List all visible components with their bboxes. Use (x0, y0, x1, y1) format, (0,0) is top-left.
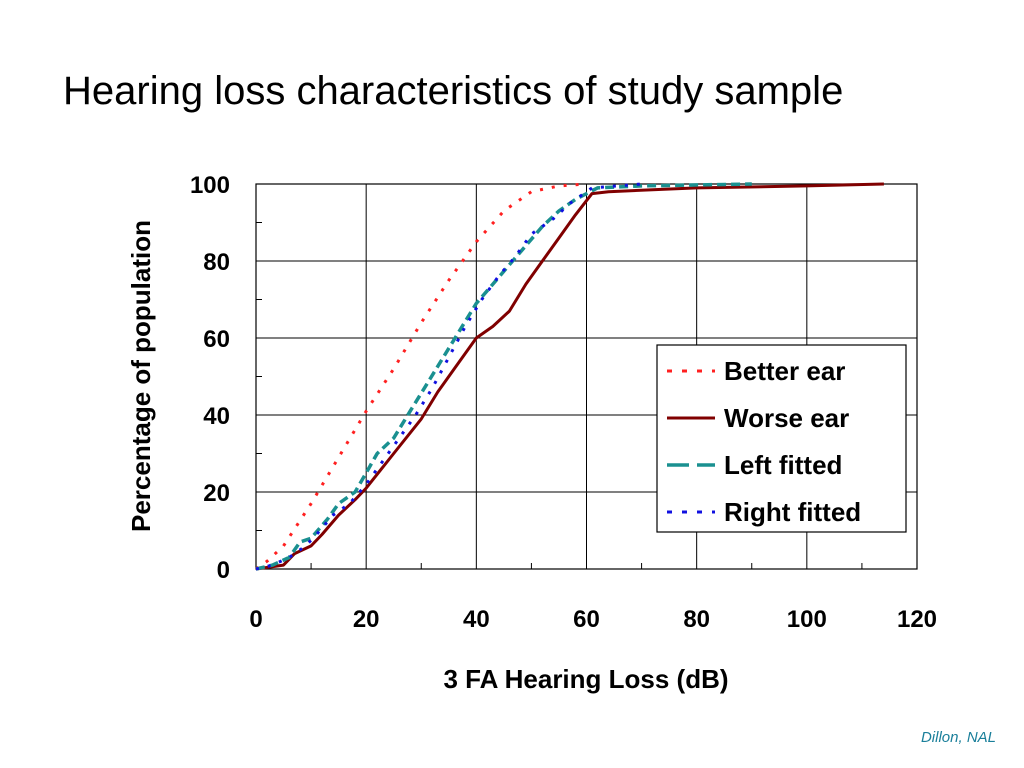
page-title: Hearing loss characteristics of study sa… (63, 68, 844, 113)
series-layer (255, 182, 884, 571)
series-line-3 (255, 182, 752, 571)
legend-box (656, 344, 907, 533)
x-tick-label: 0 (249, 606, 262, 633)
series-line-2 (255, 182, 884, 571)
x-tick-label: 120 (897, 606, 937, 633)
credit-text: Dillon, NAL (920, 729, 996, 746)
y-tick-label: 40 (203, 403, 230, 430)
series-line-4 (255, 182, 642, 571)
axes: 0 20 40 60 80 100 120 0 20 40 60 80 100 (190, 172, 937, 633)
x-tick-label: 60 (573, 606, 600, 633)
legend-label: Worse ear (724, 403, 849, 433)
x-tick-label: 20 (353, 606, 380, 633)
x-tick-label: 80 (683, 606, 710, 633)
y-tick-label: 20 (203, 480, 230, 507)
y-tick-label: 100 (190, 172, 230, 199)
legend-label: Right fitted (724, 497, 861, 527)
legend-label: Left fitted (724, 450, 842, 480)
x-axis-label: 3 FA Hearing Loss (dB) (443, 664, 728, 694)
legend: Better ear Worse ear Left fitted Right fitt… (656, 344, 907, 533)
y-tick-label: 80 (203, 249, 230, 276)
x-tick-label: 40 (463, 606, 490, 633)
y-axis-label: Percentage of population (126, 220, 156, 532)
y-tick-label: 60 (203, 326, 230, 353)
x-tick-label: 100 (787, 606, 827, 633)
y-tick-label: 0 (217, 557, 230, 584)
legend-label: Better ear (724, 356, 845, 386)
